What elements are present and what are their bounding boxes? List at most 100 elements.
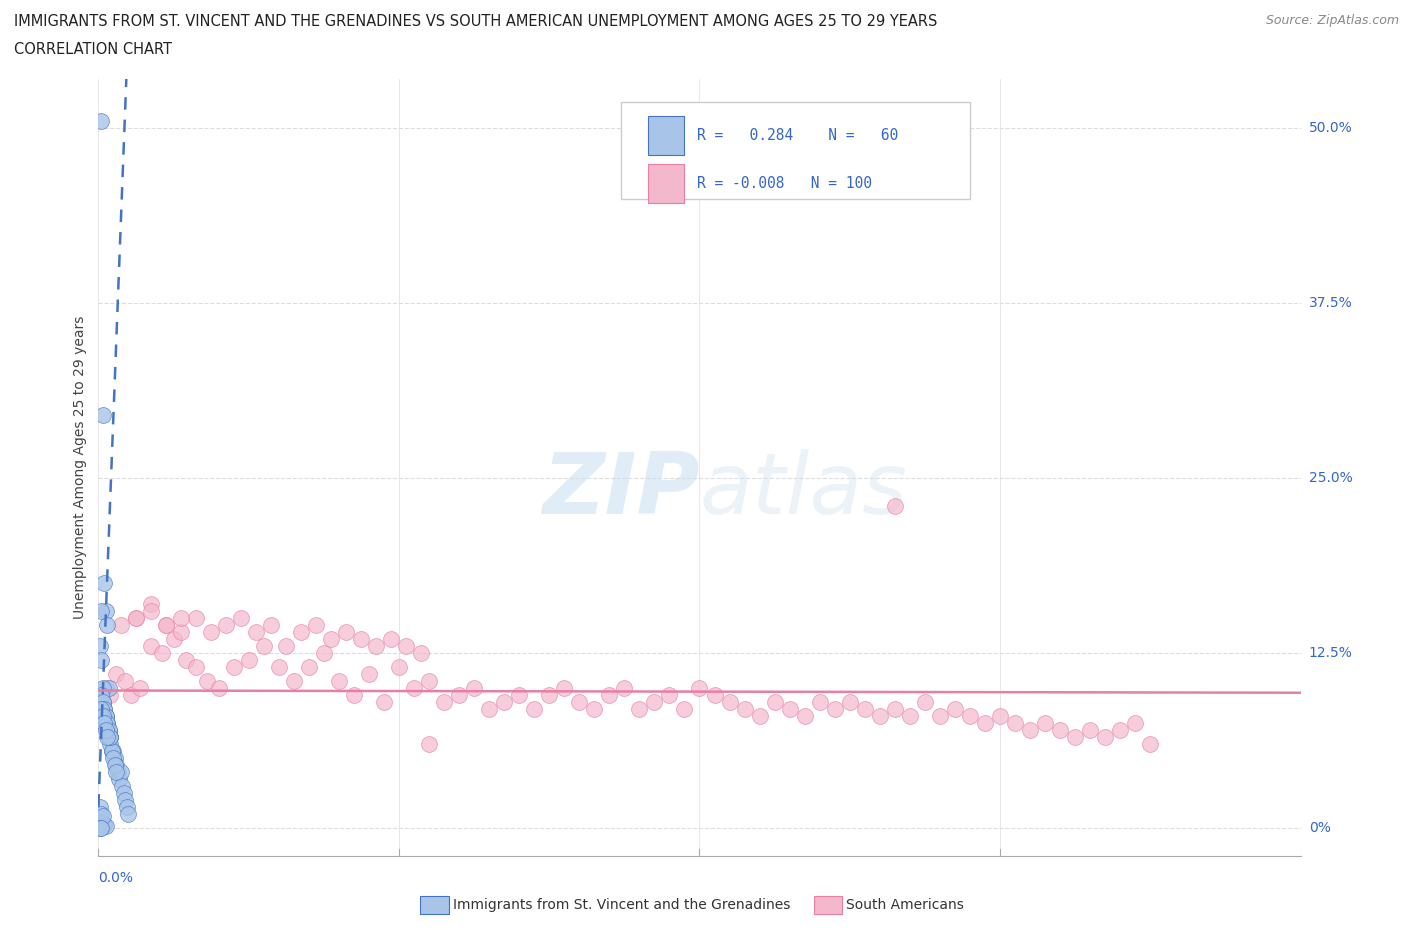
Point — [1049, 723, 1071, 737]
Point — [91, 709, 114, 724]
Point — [628, 701, 651, 716]
Point — [89, 820, 111, 835]
Point — [538, 687, 561, 702]
Point — [184, 610, 207, 625]
Point — [129, 680, 152, 695]
Point — [929, 709, 952, 724]
Point — [1139, 737, 1161, 751]
Point — [898, 709, 921, 724]
Text: 12.5%: 12.5% — [1309, 645, 1353, 659]
Point — [184, 659, 207, 674]
Point — [104, 751, 127, 765]
Point — [1094, 729, 1116, 744]
Text: 50.0%: 50.0% — [1309, 121, 1353, 135]
Point — [89, 813, 111, 828]
Text: Immigrants from St. Vincent and the Grenadines: Immigrants from St. Vincent and the Gren… — [453, 897, 790, 912]
Point — [447, 687, 470, 702]
Point — [1004, 715, 1026, 730]
Point — [114, 792, 136, 807]
Point — [411, 645, 433, 660]
Point — [125, 610, 148, 625]
Point — [568, 695, 591, 710]
Y-axis label: Unemployment Among Ages 25 to 29 years: Unemployment Among Ages 25 to 29 years — [73, 315, 87, 619]
Text: 0%: 0% — [1309, 820, 1330, 834]
Point — [195, 673, 218, 688]
Point — [94, 709, 117, 724]
Point — [238, 652, 260, 667]
Point — [494, 695, 516, 710]
Point — [100, 737, 122, 751]
Point — [245, 624, 267, 639]
Point — [734, 701, 756, 716]
Text: ZIP: ZIP — [541, 449, 699, 532]
Point — [162, 631, 184, 646]
FancyBboxPatch shape — [621, 102, 970, 199]
FancyBboxPatch shape — [648, 165, 683, 204]
Point — [1033, 715, 1056, 730]
Point — [93, 715, 115, 730]
Point — [824, 701, 846, 716]
Point — [215, 618, 238, 632]
Point — [97, 723, 120, 737]
Point — [112, 785, 135, 800]
Point — [974, 715, 997, 730]
Point — [380, 631, 402, 646]
Point — [395, 638, 418, 653]
Point — [155, 618, 177, 632]
Point — [91, 407, 114, 422]
Point — [94, 680, 117, 695]
Point — [94, 818, 117, 833]
Point — [748, 709, 770, 724]
Point — [643, 695, 665, 710]
Point — [553, 680, 575, 695]
Point — [943, 701, 966, 716]
Text: R = -0.008   N = 100: R = -0.008 N = 100 — [697, 177, 872, 192]
Point — [366, 638, 388, 653]
Point — [93, 701, 115, 716]
Text: IMMIGRANTS FROM ST. VINCENT AND THE GRENADINES VS SOUTH AMERICAN UNEMPLOYMENT AM: IMMIGRANTS FROM ST. VINCENT AND THE GREN… — [14, 14, 938, 29]
Point — [793, 709, 815, 724]
Point — [1109, 723, 1132, 737]
Point — [838, 695, 860, 710]
Point — [312, 645, 335, 660]
Point — [883, 701, 905, 716]
Point — [96, 715, 118, 730]
Point — [97, 723, 120, 737]
Point — [139, 596, 162, 611]
Point — [100, 687, 122, 702]
Point — [170, 624, 193, 639]
Point — [94, 723, 117, 737]
Point — [93, 817, 115, 832]
Point — [328, 673, 350, 688]
Point — [105, 666, 128, 681]
Point — [200, 624, 222, 639]
FancyBboxPatch shape — [648, 116, 683, 155]
Point — [91, 695, 114, 710]
Point — [104, 757, 127, 772]
Point — [718, 695, 741, 710]
Text: 0.0%: 0.0% — [98, 871, 134, 885]
Point — [283, 673, 305, 688]
Point — [90, 687, 112, 702]
Point — [305, 618, 328, 632]
Point — [853, 701, 876, 716]
Point — [90, 815, 112, 830]
Point — [321, 631, 343, 646]
Point — [388, 659, 411, 674]
Point — [959, 709, 981, 724]
Point — [433, 695, 456, 710]
Point — [94, 604, 117, 618]
Point — [90, 701, 112, 716]
Point — [231, 610, 253, 625]
Point — [523, 701, 546, 716]
Point — [290, 624, 312, 639]
Point — [91, 695, 114, 710]
Point — [688, 680, 710, 695]
Point — [373, 695, 395, 710]
Point — [170, 610, 193, 625]
Point — [253, 638, 276, 653]
Point — [100, 729, 122, 744]
Point — [658, 687, 681, 702]
Point — [90, 806, 112, 821]
Point — [115, 799, 138, 814]
